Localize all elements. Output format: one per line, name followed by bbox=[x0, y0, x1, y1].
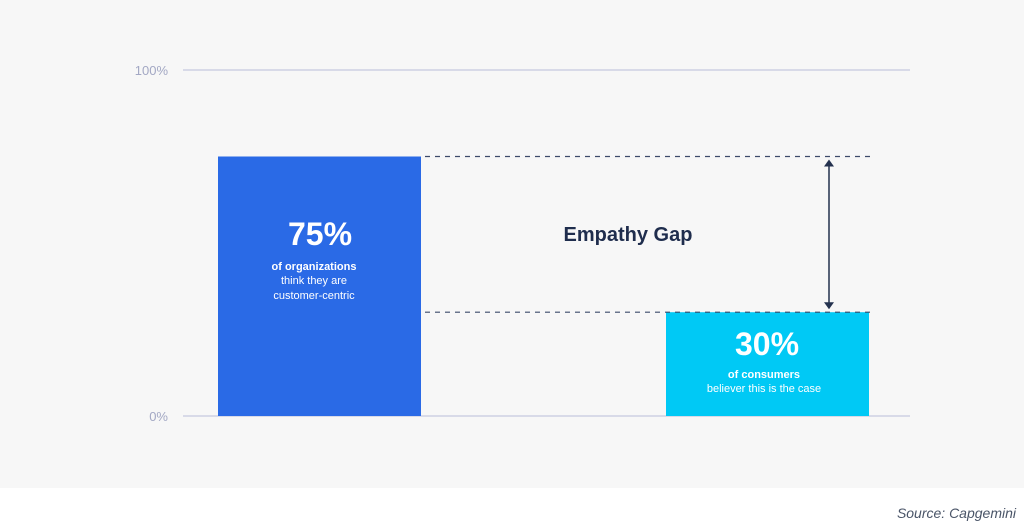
bar-organizations-line1: of organizations bbox=[272, 261, 357, 273]
bar-organizations-line2: think they are bbox=[281, 275, 347, 287]
chart: 100% 0% Empathy Gap 75% of organizations… bbox=[135, 63, 910, 424]
y-tick-label-0: 0% bbox=[149, 409, 168, 424]
empathy-gap-label: Empathy Gap bbox=[564, 224, 693, 246]
gap-arrow-head-bottom bbox=[824, 302, 834, 310]
bar-organizations-line3: customer-centric bbox=[273, 290, 355, 302]
bar-organizations-value-label: 75% bbox=[288, 216, 352, 252]
source-credit: Source: Capgemini bbox=[896, 505, 1016, 521]
chart-panel: 100% 0% Empathy Gap 75% of organizations… bbox=[134, 63, 910, 424]
y-tick-label-100: 100% bbox=[135, 63, 169, 78]
bar-consumers-value-label: 30% bbox=[735, 326, 799, 362]
bar-consumers-line2: believer this is the case bbox=[707, 383, 821, 395]
bar-organizations bbox=[218, 156, 421, 416]
bar-consumers bbox=[666, 312, 869, 416]
gap-arrow-head-top bbox=[824, 159, 834, 167]
bar-consumers-line1: of consumers bbox=[728, 369, 800, 381]
